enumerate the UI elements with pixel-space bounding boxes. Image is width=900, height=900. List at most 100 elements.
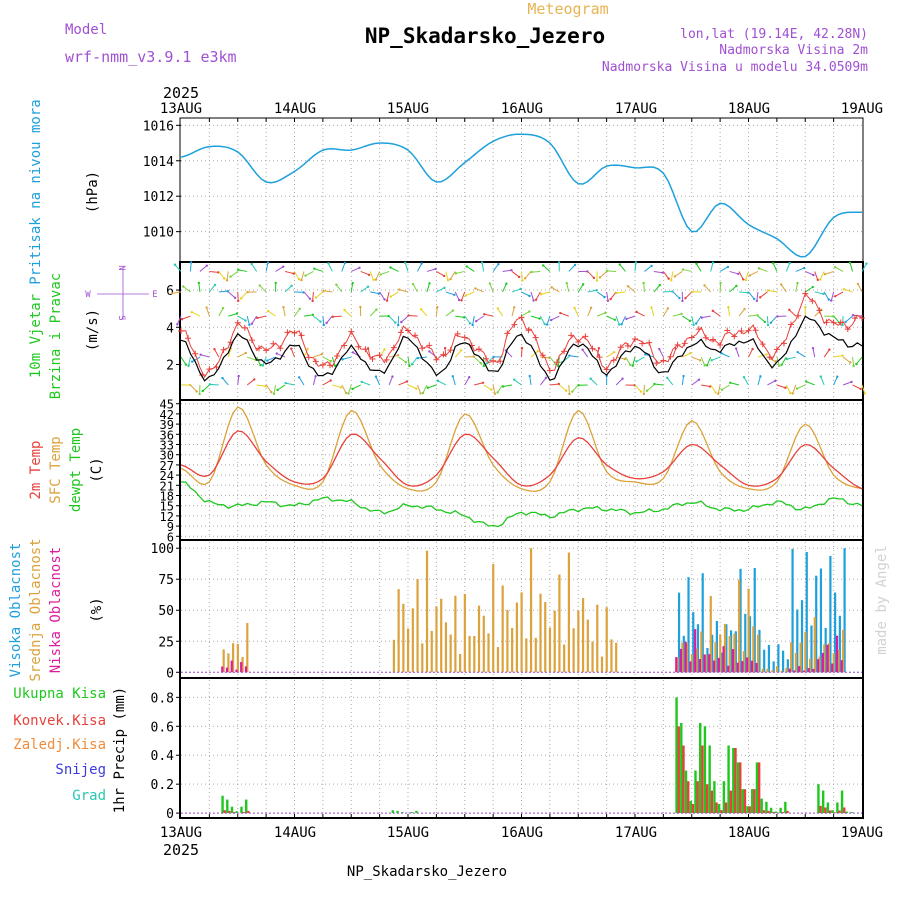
wind-arrow [842, 381, 852, 386]
wind-arrow [610, 291, 617, 300]
wind-arrow [326, 315, 333, 324]
wind-arrow-head [383, 298, 386, 301]
cloud-mid-bar [756, 634, 760, 673]
cloud-low-bar [812, 668, 815, 673]
wind-arrow-head [539, 293, 543, 296]
wind-arrow [861, 263, 867, 272]
wind-arrow [489, 283, 494, 293]
wind-arrow [445, 291, 455, 296]
cloud-mid-bar [766, 668, 769, 673]
wind-arrow [511, 271, 520, 278]
cloud-mid-bar [742, 651, 745, 673]
wind-arrow [227, 348, 232, 358]
wind-arrow-head [379, 273, 382, 276]
total-rain-bar [784, 801, 787, 814]
compass-rose-icon: N W E S [85, 265, 157, 320]
cloud-mid-bar [837, 649, 840, 673]
cloud-mid-bar [714, 641, 717, 673]
cloud-high-bar [706, 647, 709, 673]
y-tick-label: 0.8 [151, 691, 174, 706]
cloud-mid-bar [515, 602, 518, 673]
wind-arrow-head [304, 274, 307, 277]
wind-arrow [780, 284, 787, 293]
wind-arrow-head [360, 380, 363, 384]
wind-arrow-head [667, 277, 670, 280]
wind-arrow-head [784, 386, 787, 389]
wind-arrow-head [635, 310, 638, 314]
total-rain-bar [751, 789, 754, 814]
wind-gust-marker [376, 352, 383, 359]
wind-arrow [861, 384, 866, 394]
total-rain-bar [401, 812, 404, 814]
wind-arrow-head [774, 360, 777, 363]
wind-arrow-head [634, 261, 638, 264]
wind-arrow [662, 308, 669, 317]
cloud-high-bar [815, 575, 818, 673]
wind-arrow-head [246, 290, 249, 294]
total-rain-bar [769, 807, 773, 814]
wind-arrow-head [389, 266, 392, 269]
wind-arrow-head [727, 305, 730, 309]
wind-arrow [843, 288, 853, 293]
total-rain-bar [741, 789, 744, 814]
wind-arrow-head [615, 291, 618, 295]
wind-arrow-head [698, 359, 702, 362]
wind-arrow-head [756, 313, 759, 317]
wind-arrow [653, 284, 661, 293]
wind-arrow [767, 380, 776, 386]
wind-arrow [666, 377, 674, 386]
cloud-mid-bar [449, 634, 452, 673]
y-tick-label: 33 [160, 439, 174, 453]
wind-arrow-head [673, 275, 677, 278]
wind-arrow-head [313, 267, 316, 270]
wind-gust-marker [745, 327, 752, 334]
wind-arrow [199, 265, 208, 272]
wind-arrow-head [711, 261, 715, 264]
cloud-mid-bar [435, 606, 438, 673]
wind-arrow-head [198, 392, 201, 396]
wind-gust-marker [341, 342, 348, 349]
conv-rain-bar [724, 802, 728, 814]
wind-arrow-head [374, 278, 378, 281]
wind-arrow-head [717, 392, 720, 395]
wind-arrow-head [595, 288, 598, 292]
wind-arrow [492, 384, 496, 394]
wind-arrow [653, 270, 663, 274]
wind-arrow-head [543, 322, 546, 326]
wind-gust-marker [277, 345, 284, 352]
wind-arrow [218, 290, 228, 293]
wind-arrow-head [248, 323, 251, 327]
cloud-mid-bar [482, 615, 485, 673]
wind-arrow [670, 271, 674, 281]
wind-arrow [691, 316, 695, 326]
wind-arrow-head [865, 262, 868, 265]
wind-arrow-head [735, 284, 738, 288]
wind-arrow [464, 315, 471, 324]
cloud-mid-bar [761, 668, 764, 673]
cloud-mid-bar [676, 657, 679, 673]
wind-arrow-head [681, 268, 685, 271]
precip-ylabel: 1hr Precip (mm) [112, 687, 128, 813]
cloud-low-bar [694, 629, 697, 673]
wind-arrow-head [612, 350, 616, 354]
cloud-high-bar [824, 627, 827, 673]
wind-arrow-head [358, 266, 361, 269]
wind-arrow [466, 265, 475, 272]
wind-gust-marker [688, 334, 695, 341]
wind-arrow [341, 384, 347, 394]
total-rain-bar [836, 802, 839, 814]
wind-arrow-head [666, 376, 669, 380]
wind-arrow [189, 262, 192, 272]
wind-arrow-head [708, 385, 712, 388]
wind-arrow [172, 291, 182, 294]
wind-arrow-head [468, 375, 471, 379]
wind-arrow-head [329, 379, 332, 382]
wind-arrow [400, 315, 409, 323]
watermark: made by Angel [874, 545, 890, 655]
wind-arrow [411, 356, 418, 365]
wind-arrow-head [347, 392, 350, 395]
total-rain-bar [230, 806, 234, 814]
wind-arrow [483, 384, 492, 391]
total-rain-bar [722, 781, 726, 814]
cloud-high-bar [696, 624, 700, 673]
